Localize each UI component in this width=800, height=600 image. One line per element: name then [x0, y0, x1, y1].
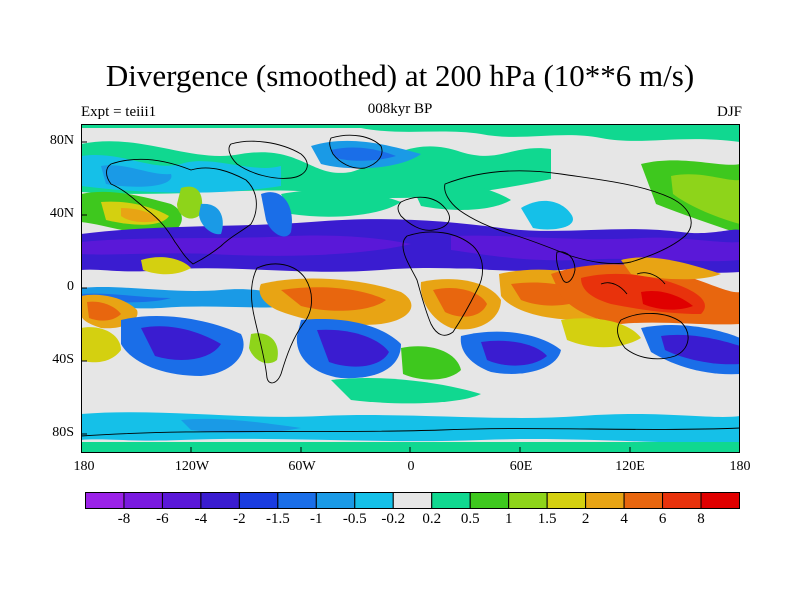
y-tick-label: 40S	[52, 352, 74, 367]
legend-label: 1.5	[537, 511, 557, 527]
coastlines	[81, 134, 740, 437]
x-tick-label: 60E	[509, 459, 533, 474]
legend-label: 4	[620, 511, 628, 527]
legend-label: -0.5	[342, 511, 367, 527]
legend-swatch	[161, 492, 202, 509]
legend-swatch	[700, 492, 740, 509]
legend-label: -0.2	[381, 511, 406, 527]
legend-swatch	[392, 492, 433, 509]
map-ticks	[81, 141, 631, 453]
y-tick-label: 0	[67, 279, 74, 294]
legend-label: -8	[117, 511, 131, 527]
map-svg	[81, 124, 740, 453]
x-tick-label: 180	[73, 459, 95, 474]
legend-swatch	[315, 492, 356, 509]
legend-label: 0.5	[460, 511, 480, 527]
legend-swatch	[623, 492, 664, 509]
legend-swatch	[354, 492, 394, 509]
legend-label: 0.2	[422, 511, 442, 527]
legend-swatch	[200, 492, 240, 509]
y-tick-label: 80N	[49, 133, 74, 148]
legend-label: -6	[156, 511, 169, 527]
legend-label: 2	[581, 511, 590, 527]
legend-swatch	[85, 492, 125, 509]
legend-label: -1.5	[266, 511, 290, 527]
color-legend	[85, 492, 740, 509]
legend-label: -1	[310, 511, 323, 527]
legend-swatch	[277, 492, 317, 509]
legend-swatch	[431, 492, 471, 509]
experiment-label: Expt = teiii1	[81, 104, 157, 120]
x-tick-label: 60W	[288, 459, 316, 474]
legend-swatch	[469, 492, 510, 509]
legend-label: 8	[697, 511, 705, 527]
legend-label: 6	[658, 511, 667, 527]
legend-swatch	[238, 492, 279, 509]
y-tick-label: 40N	[49, 206, 74, 221]
divergence-map	[81, 124, 740, 453]
legend-swatch	[546, 492, 587, 509]
legend-label: 1	[504, 511, 513, 527]
chart-title: Divergence (smoothed) at 200 hPa (10**6 …	[105, 58, 695, 93]
x-tick-label: 120W	[174, 459, 210, 474]
x-tick-label: 120E	[615, 459, 645, 474]
legend-swatch	[123, 492, 163, 509]
time-label: 008kyr BP	[367, 101, 433, 117]
legend-swatch	[585, 492, 625, 509]
legend-label: -2	[233, 511, 246, 527]
legend-label: -4	[194, 511, 208, 527]
x-tick-label: 0	[407, 459, 415, 474]
legend-swatch	[508, 492, 548, 509]
divergence-field	[81, 124, 740, 453]
legend-svg	[85, 492, 740, 509]
season-label: DJF	[716, 104, 742, 120]
y-tick-label: 80S	[52, 425, 74, 440]
legend-swatch	[662, 492, 702, 509]
x-tick-label: 180	[729, 459, 751, 474]
